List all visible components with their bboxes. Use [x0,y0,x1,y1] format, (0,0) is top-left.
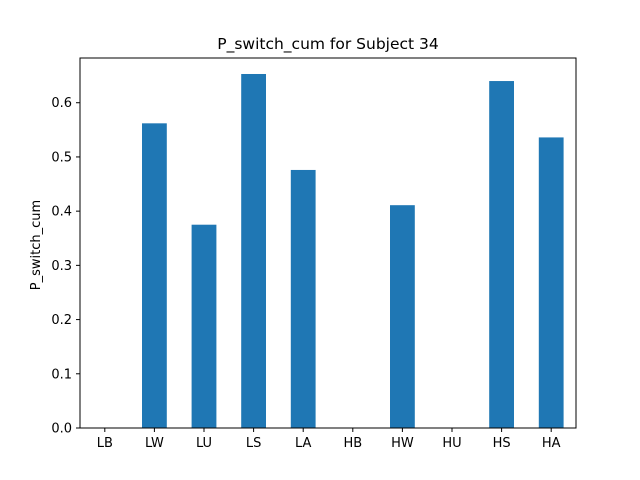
x-tick-label: HS [493,436,511,451]
y-tick-label: 0.3 [51,259,72,274]
x-tick-label: LW [145,436,164,451]
bars-group [142,73,564,429]
x-axis-ticks: LB LW LU LS LA HB HW HU HS HA [97,428,561,451]
x-tick-label: HW [391,436,414,451]
y-tick-label: 0.1 [51,367,72,382]
bar-lu [191,224,217,428]
x-tick-label: HU [442,436,461,451]
x-tick-label: LU [196,436,212,451]
bar-ha [538,137,564,428]
plot-frame [79,57,577,429]
y-tick-label: 0.4 [51,205,72,220]
x-tick-label: LA [295,436,312,451]
bar-ls [241,73,266,428]
bar-hw [390,205,415,428]
y-axis-ticks: 0.0 0.1 0.2 0.3 0.4 0.5 0.6 [51,96,80,437]
chart-title: P_switch_cum for Subject 34 [217,35,439,54]
x-tick-label: HA [542,436,561,451]
y-tick-label: 0.6 [51,96,72,111]
y-tick-label: 0.2 [51,313,72,328]
y-tick-label: 0.0 [51,422,72,437]
bar-lw [142,123,167,429]
y-axis-label: P_switch_cum [29,200,44,290]
bar-hs [489,81,514,429]
bar-la [290,169,316,428]
y-tick-label: 0.5 [51,150,72,165]
x-tick-label: LB [97,436,113,451]
x-tick-label: LS [246,436,262,451]
x-tick-label: HB [343,436,362,451]
